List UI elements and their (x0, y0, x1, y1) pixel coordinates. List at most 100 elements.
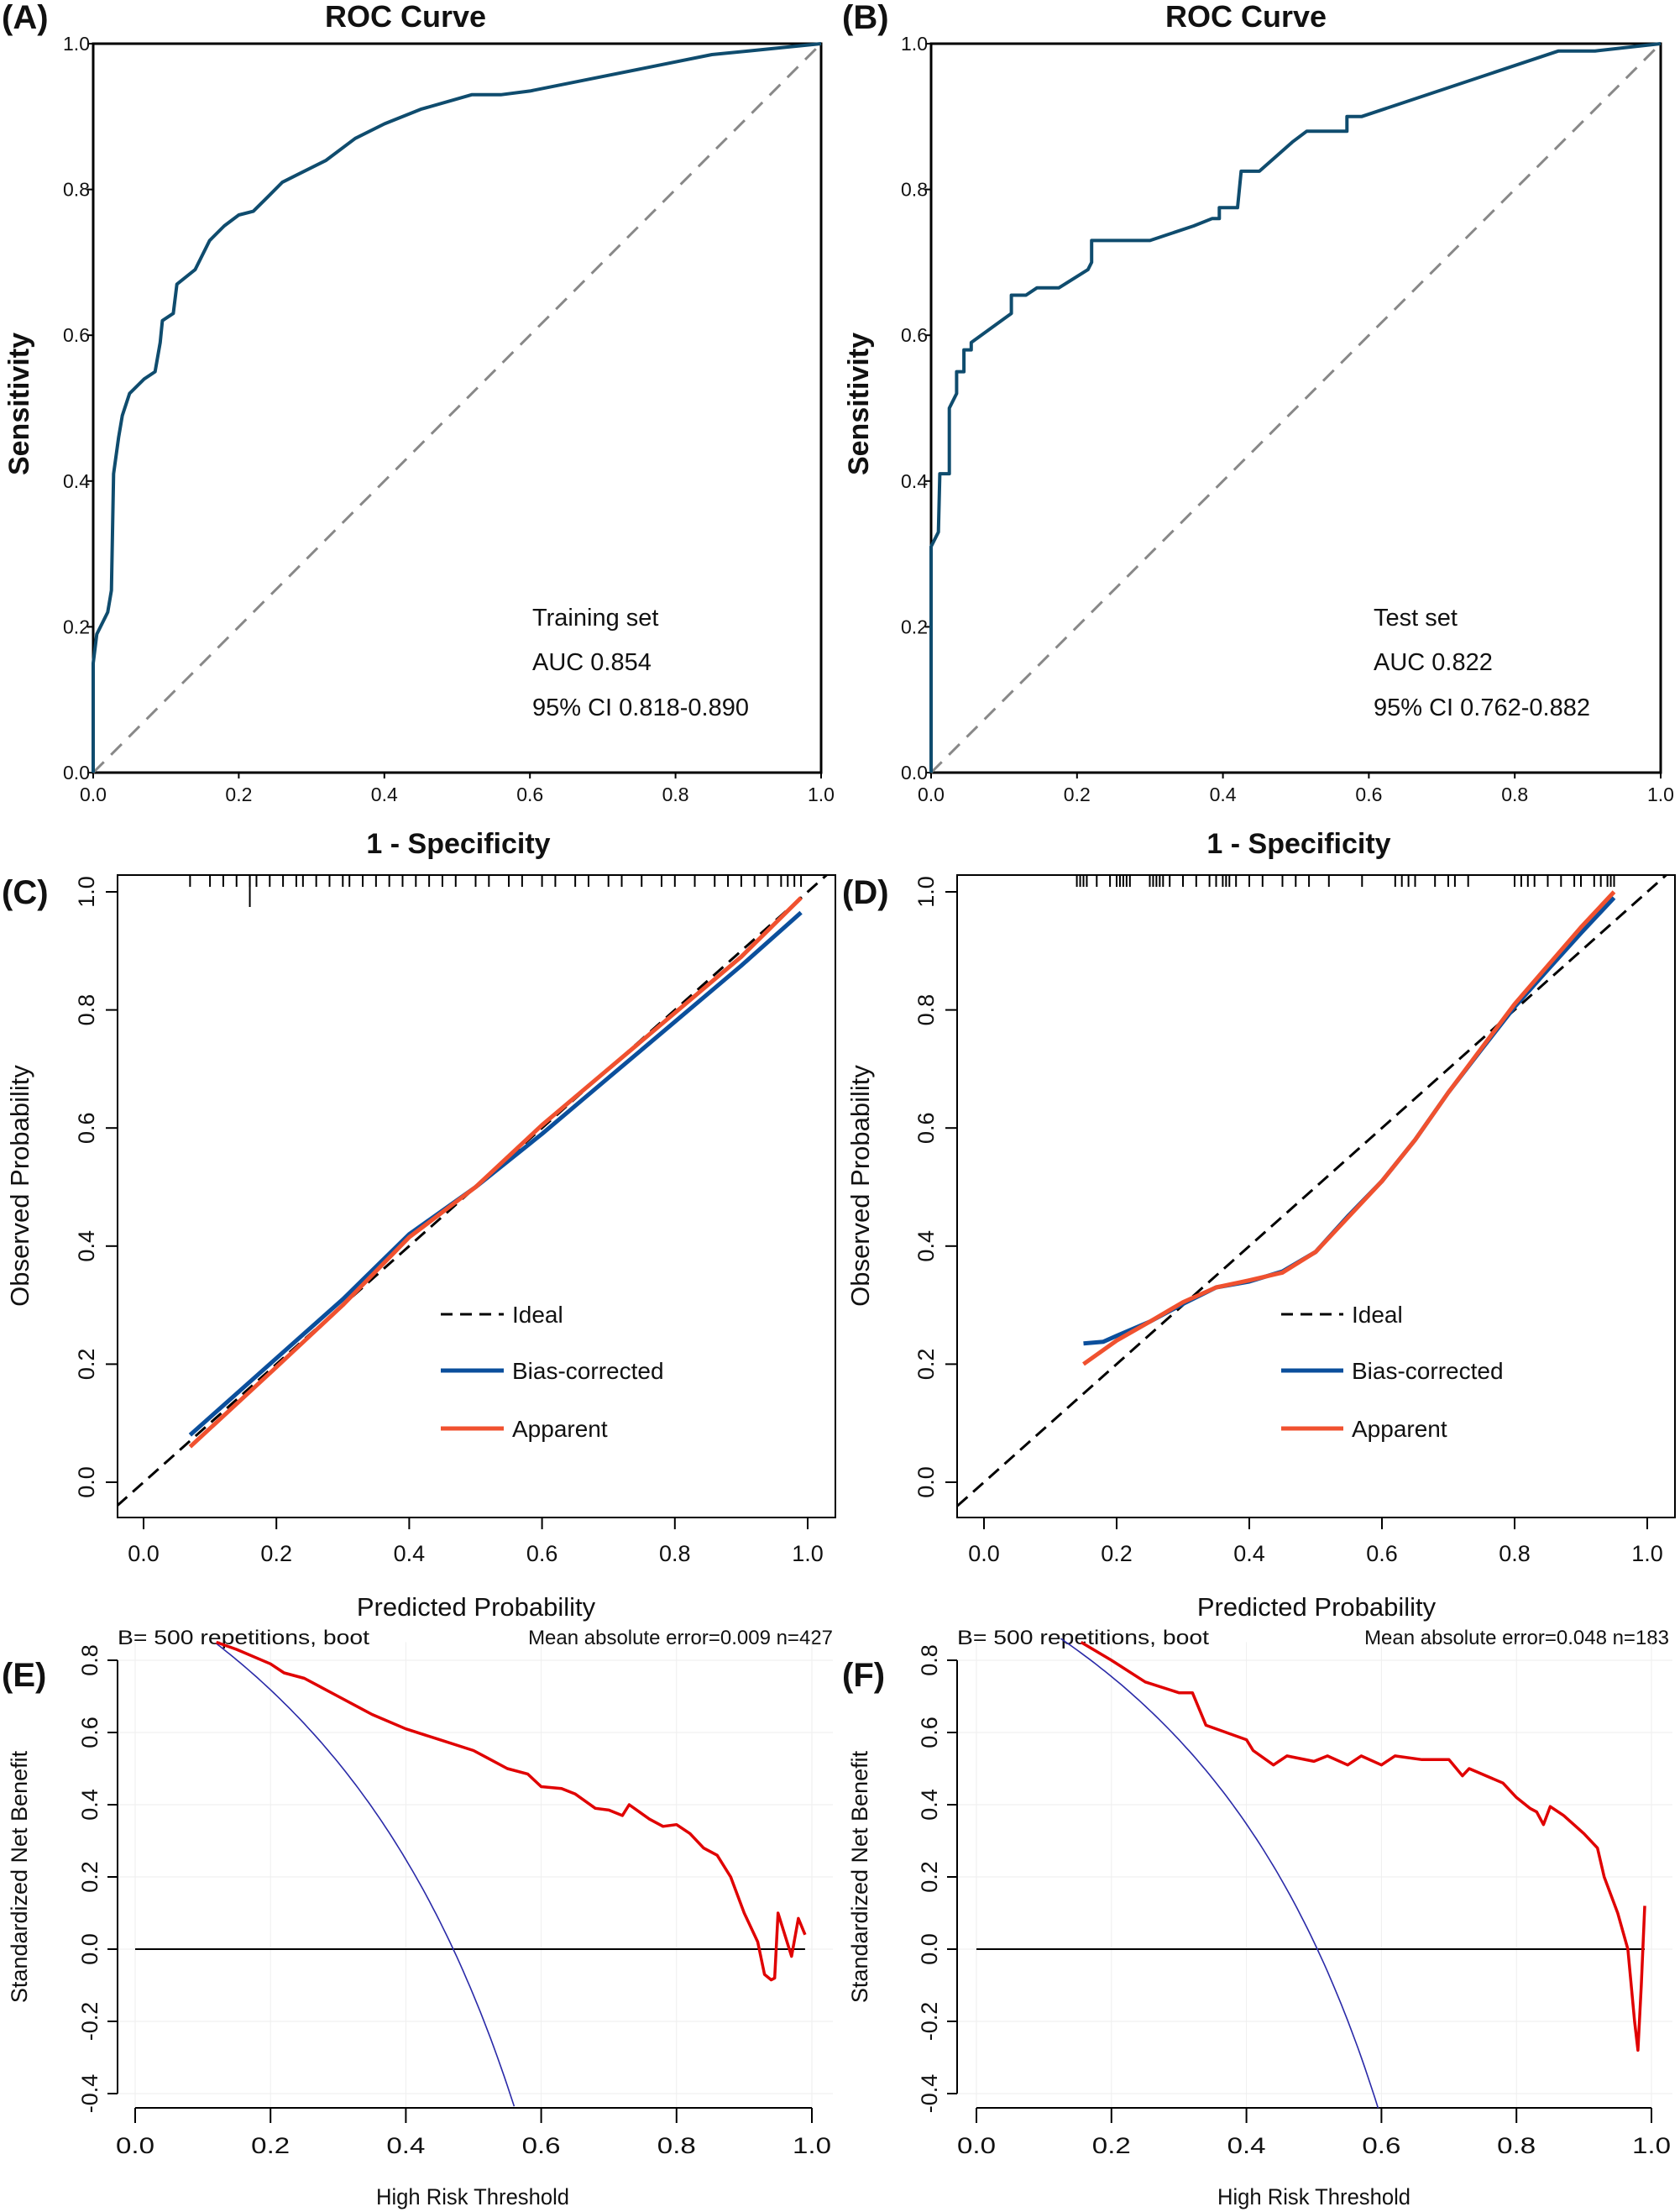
model-net-benefit-line (1080, 1640, 1646, 2052)
panel-d: 0.0 0.2 0.4 0.6 0.8 1.0 0.0 0.2 0.4 0.6 0.8 1.0 (913, 874, 1676, 1566)
legend-ideal-label: Ideal (1352, 1302, 1403, 1328)
y-tick-label: 0.4 (77, 1789, 102, 1821)
cal-c-legend: Ideal Bias-corrected Apparent (441, 1302, 664, 1442)
x-tick-label: 0.2 (1064, 784, 1091, 805)
cal-d-ylabel: Observed Probability (845, 1065, 875, 1307)
roc-a-annotation-auc: AUC 0.854 (532, 649, 652, 676)
y-tick-label: 0.2 (913, 1349, 939, 1381)
x-tick-label: 0.2 (260, 1541, 292, 1566)
legend-bias-corrected-label: Bias-corrected (512, 1358, 664, 1384)
legend-apparent-label: Apparent (512, 1416, 608, 1442)
y-tick-label: 0.8 (901, 179, 928, 201)
dca-e-xlabel: High Risk Threshold (376, 2184, 569, 2209)
x-tick-label: 0.4 (371, 784, 398, 805)
y-tick-label: 0.4 (74, 1230, 99, 1262)
roc-curve-line (929, 42, 1662, 773)
x-tick-label: 0.6 (516, 784, 543, 805)
y-tick-label: 0.6 (913, 1112, 939, 1144)
panel-label-b: (B) (842, 0, 889, 36)
x-tick-label: 0.4 (1227, 2133, 1266, 2158)
x-tick-label: 0.6 (1355, 784, 1382, 805)
y-tick-label: 1.0 (63, 33, 90, 55)
apparent-line (1082, 890, 1616, 1366)
plot-frame (92, 42, 823, 774)
reference-diagonal-line (92, 42, 823, 774)
y-tick-label: 0.6 (74, 1112, 99, 1144)
panel-label-f: (F) (842, 1657, 885, 1694)
x-tick-label: 0.0 (957, 2133, 996, 2158)
bias-corrected-line (188, 910, 803, 1437)
panel-b: 0.0 0.2 0.4 0.6 0.8 1.0 0.0 0.2 0.4 0.6 0.8 1.0 (901, 33, 1674, 805)
plot-frame (929, 42, 1662, 774)
x-tick-label: 0.0 (128, 1541, 160, 1566)
bias-corrected-line (1083, 896, 1616, 1346)
dca-f-xlabel: High Risk Threshold (1217, 2184, 1410, 2209)
dca-f-ylabel: Standardized Net Benefit (847, 1750, 872, 2003)
cal-d-legend: Ideal Bias-corrected Apparent (1281, 1302, 1504, 1442)
y-tick-label: 1.0 (913, 876, 939, 908)
x-tick-label: 0.4 (394, 1541, 426, 1566)
roc-b-title: ROC Curve (1165, 0, 1327, 34)
y-tick-label: -0.4 (77, 2074, 102, 2114)
x-tick-label: 0.0 (116, 2133, 154, 2158)
plot-frame (117, 874, 836, 1518)
y-tick-label: 0.2 (901, 616, 928, 637)
roc-a-annotation-set: Training set (532, 605, 658, 632)
x-tick-label: 0.0 (918, 784, 945, 805)
y-tick-label: 0.6 (77, 1717, 102, 1748)
legend-ideal-label: Ideal (512, 1302, 563, 1328)
roc-b-annotation-ci: 95% CI 0.762-0.882 (1374, 695, 1590, 721)
reference-diagonal-line (929, 42, 1662, 774)
roc-b-ylabel: Sensitivity (843, 333, 875, 475)
cal-c-subtitle-left: B= 500 repetitions, boot (118, 1627, 369, 1649)
x-tick-label: 0.4 (1210, 784, 1237, 805)
treat-all-line (1060, 1638, 1379, 2109)
cal-d-xlabel: Predicted Probability (1197, 1592, 1437, 1622)
ideal-line (957, 875, 1668, 1507)
chart-marks: 0.0 0.2 0.4 0.6 0.8 1.0 0.0 0.2 0.4 0.6 0.8 1.0 0.0 0… (63, 33, 1676, 2158)
roc-b-annotation-set: Test set (1374, 605, 1458, 632)
panel-c: 0.0 0.2 0.4 0.6 0.8 1.0 0.0 0.2 0.4 0.6 0.8 1.0 (74, 874, 836, 1566)
x-tick-label: 1.0 (1632, 2133, 1671, 2158)
cal-c-ylabel: Observed Probability (5, 1065, 34, 1307)
x-tick-label: 0.6 (522, 2133, 561, 2158)
y-tick-label: 0.0 (913, 1466, 939, 1498)
x-tick-label: 0.8 (662, 784, 689, 805)
x-tick-label: 0.6 (1366, 1541, 1398, 1566)
y-tick-label: 0.4 (63, 470, 90, 492)
x-tick-label: 1.0 (792, 1541, 824, 1566)
ideal-line (118, 875, 829, 1507)
x-tick-label: 0.0 (968, 1541, 1000, 1566)
x-tick-label: 0.8 (1501, 784, 1528, 805)
x-tick-label: 0.2 (1101, 1541, 1133, 1566)
treat-all-line (216, 1643, 516, 2107)
dca-e-ylabel: Standardized Net Benefit (7, 1750, 32, 2003)
apparent-line (188, 896, 803, 1449)
x-tick-label: 0.8 (1499, 1541, 1531, 1566)
y-tick-label: 0.8 (63, 179, 90, 201)
x-tick-label: 1.0 (808, 784, 835, 805)
y-tick-label: 0.8 (74, 994, 99, 1026)
x-tick-label: 1.0 (1631, 1541, 1663, 1566)
x-tick-label: 0.6 (526, 1541, 558, 1566)
roc-a-xlabel: 1 - Specificity (366, 828, 550, 860)
x-tick-label: 0.6 (1362, 2133, 1400, 2158)
roc-a-ylabel: Sensitivity (3, 333, 35, 475)
panel-e: -0.4 -0.2 0.0 0.2 0.4 0.6 0.8 0.0 0.2 0.4 0.6 0.8 1.… (77, 1640, 833, 2158)
y-tick-label: 0.2 (77, 1861, 102, 1893)
panel-label-e: (E) (2, 1657, 46, 1694)
x-tick-label: 1.0 (1647, 784, 1674, 805)
y-tick-label: 0.0 (917, 1933, 942, 1965)
panel-label-a: (A) (2, 0, 49, 36)
y-tick-label: -0.4 (917, 2074, 942, 2114)
y-tick-label: 0.4 (913, 1230, 939, 1262)
panel-label-c: (C) (2, 874, 49, 911)
y-tick-label: 0.6 (901, 324, 928, 346)
y-tick-label: 0.0 (74, 1466, 99, 1498)
roc-b-xlabel: 1 - Specificity (1206, 828, 1390, 860)
roc-b-annotation-auc: AUC 0.822 (1374, 649, 1493, 676)
y-tick-label: 0.8 (77, 1644, 102, 1676)
y-tick-label: 0.4 (917, 1789, 942, 1821)
legend-apparent-label: Apparent (1352, 1416, 1447, 1442)
